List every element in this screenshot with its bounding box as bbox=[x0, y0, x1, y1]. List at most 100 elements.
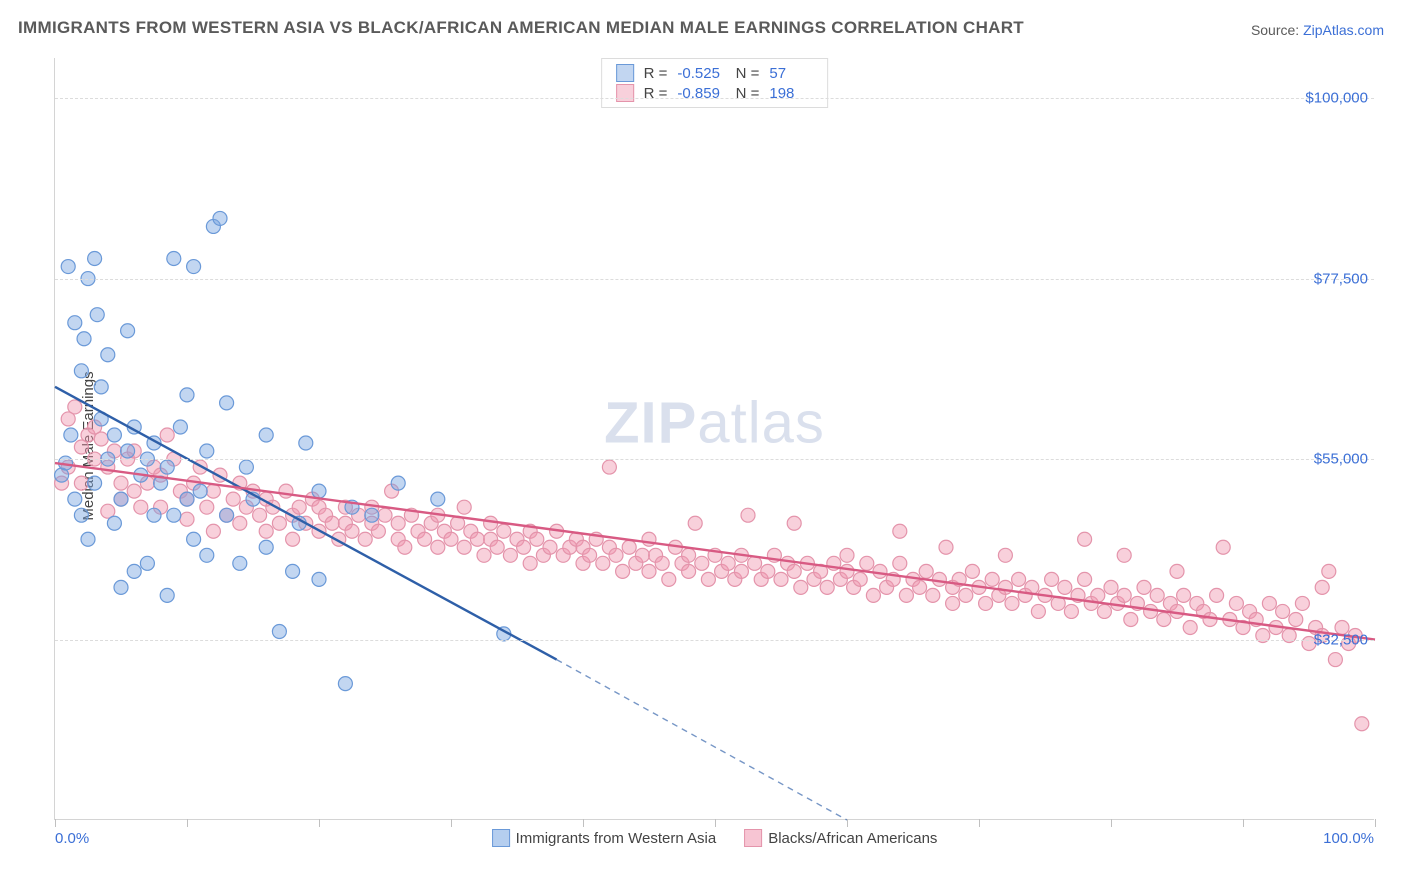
data-point bbox=[853, 572, 867, 586]
data-point bbox=[959, 588, 973, 602]
series-legend: Immigrants from Western Asia Blacks/Afri… bbox=[492, 829, 938, 847]
legend-row: R = -0.859 N = 198 bbox=[616, 83, 814, 103]
data-point bbox=[167, 508, 181, 522]
data-point bbox=[1097, 604, 1111, 618]
chart-title: IMMIGRANTS FROM WESTERN ASIA VS BLACK/AF… bbox=[18, 18, 1024, 38]
data-point bbox=[741, 508, 755, 522]
data-point bbox=[121, 324, 135, 338]
data-point bbox=[206, 524, 220, 538]
x-tick-label-min: 0.0% bbox=[55, 830, 89, 847]
data-point bbox=[134, 500, 148, 514]
data-point bbox=[1144, 604, 1158, 618]
data-point bbox=[688, 516, 702, 530]
data-point bbox=[1216, 540, 1230, 554]
data-point bbox=[761, 564, 775, 578]
data-point bbox=[622, 540, 636, 554]
data-point bbox=[530, 532, 544, 546]
data-point bbox=[523, 556, 537, 570]
data-point bbox=[503, 548, 517, 562]
data-point bbox=[1005, 596, 1019, 610]
source-link[interactable]: ZipAtlas.com bbox=[1303, 22, 1384, 38]
data-point bbox=[470, 532, 484, 546]
data-point bbox=[979, 596, 993, 610]
x-tick bbox=[583, 819, 584, 827]
data-point bbox=[312, 572, 326, 586]
data-point bbox=[114, 476, 128, 490]
data-point bbox=[88, 252, 102, 266]
x-tick bbox=[55, 819, 56, 827]
legend-item-label: Immigrants from Western Asia bbox=[516, 830, 717, 847]
data-point bbox=[187, 260, 201, 274]
data-point bbox=[985, 572, 999, 586]
data-point bbox=[1289, 612, 1303, 626]
data-point bbox=[239, 460, 253, 474]
data-point bbox=[206, 484, 220, 498]
data-point bbox=[140, 556, 154, 570]
data-point bbox=[114, 492, 128, 506]
data-point bbox=[286, 532, 300, 546]
data-point bbox=[1210, 588, 1224, 602]
data-point bbox=[160, 588, 174, 602]
data-point bbox=[1229, 596, 1243, 610]
data-point bbox=[378, 508, 392, 522]
data-point bbox=[457, 500, 471, 514]
data-point bbox=[913, 580, 927, 594]
data-point bbox=[695, 556, 709, 570]
x-tick bbox=[979, 819, 980, 827]
data-point bbox=[1150, 588, 1164, 602]
data-point bbox=[477, 548, 491, 562]
legend-swatch-icon bbox=[744, 829, 762, 847]
data-point bbox=[946, 596, 960, 610]
data-point bbox=[325, 516, 339, 530]
data-point bbox=[259, 540, 273, 554]
data-point bbox=[939, 540, 953, 554]
data-point bbox=[662, 572, 676, 586]
trend-line bbox=[55, 387, 557, 660]
data-point bbox=[160, 460, 174, 474]
data-point bbox=[94, 380, 108, 394]
gridline bbox=[55, 98, 1374, 99]
data-point bbox=[1012, 572, 1026, 586]
trend-line bbox=[55, 463, 1375, 639]
data-point bbox=[272, 516, 286, 530]
data-point bbox=[90, 308, 104, 322]
legend-item: Blacks/African Americans bbox=[744, 829, 937, 847]
data-point bbox=[899, 588, 913, 602]
data-point bbox=[682, 564, 696, 578]
plot-area: ZIPatlas R = -0.525 N = 57 R = -0.859 N … bbox=[54, 58, 1374, 820]
data-point bbox=[259, 524, 273, 538]
data-point bbox=[220, 396, 234, 410]
data-point bbox=[840, 564, 854, 578]
data-point bbox=[1078, 572, 1092, 586]
data-point bbox=[1170, 564, 1184, 578]
data-point bbox=[200, 500, 214, 514]
x-tick bbox=[187, 819, 188, 827]
data-point bbox=[193, 484, 207, 498]
data-point bbox=[64, 428, 78, 442]
data-point bbox=[107, 428, 121, 442]
data-point bbox=[74, 508, 88, 522]
data-point bbox=[543, 540, 557, 554]
data-point bbox=[794, 580, 808, 594]
data-point bbox=[1058, 580, 1072, 594]
x-tick bbox=[1111, 819, 1112, 827]
data-point bbox=[147, 508, 161, 522]
source-prefix: Source: bbox=[1251, 22, 1303, 38]
legend-swatch-icon bbox=[616, 64, 634, 82]
data-point bbox=[77, 332, 91, 346]
data-point bbox=[932, 572, 946, 586]
data-point bbox=[820, 580, 834, 594]
data-point bbox=[173, 420, 187, 434]
data-point bbox=[180, 512, 194, 526]
data-point bbox=[213, 211, 227, 225]
data-point bbox=[484, 516, 498, 530]
data-point bbox=[919, 564, 933, 578]
legend-n-label: N = bbox=[731, 65, 759, 82]
data-point bbox=[1104, 580, 1118, 594]
data-point bbox=[1262, 596, 1276, 610]
data-point bbox=[1078, 532, 1092, 546]
legend-r-label: R = bbox=[644, 65, 668, 82]
data-point bbox=[893, 556, 907, 570]
data-point bbox=[1328, 653, 1342, 667]
source-attribution: Source: ZipAtlas.com bbox=[1251, 22, 1384, 38]
